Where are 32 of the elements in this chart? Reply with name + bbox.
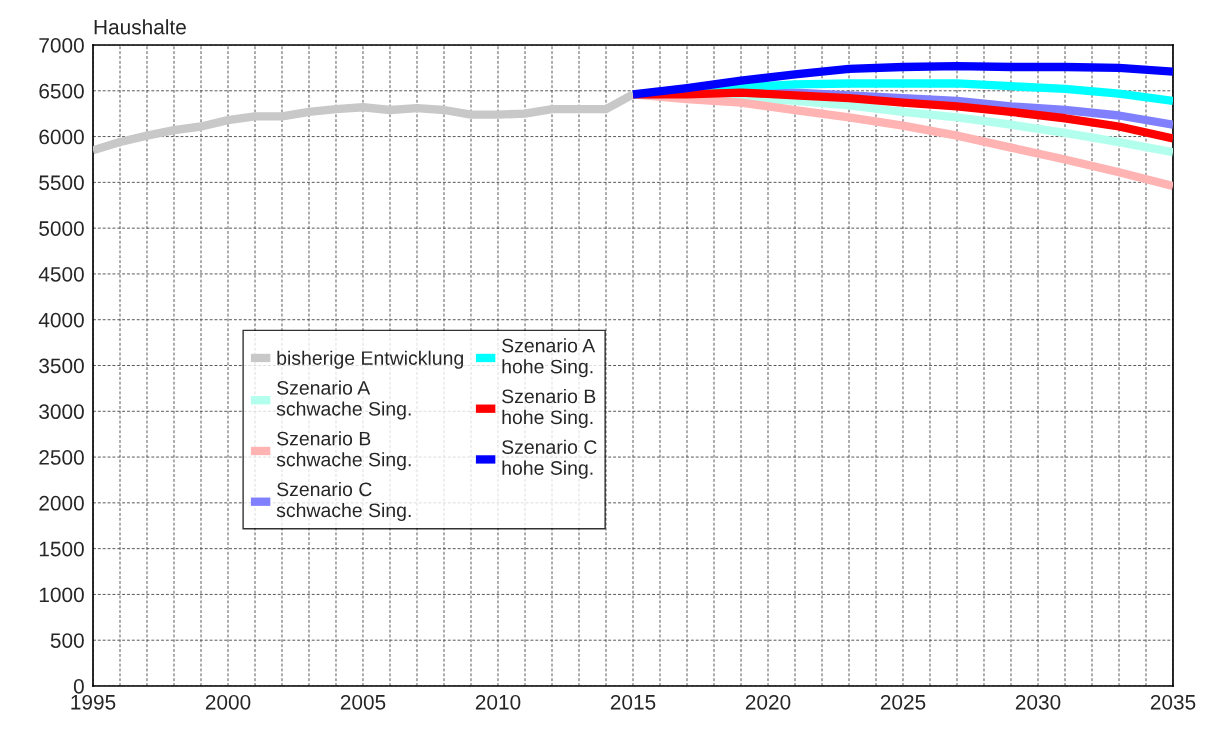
y-tick-label: 0 xyxy=(73,679,84,694)
x-tick-label: 2025 xyxy=(880,694,926,710)
legend-label: Szenario C hohe Sing. xyxy=(502,439,597,479)
y-tick-label: 3000 xyxy=(39,404,84,420)
y-tick-label: 4000 xyxy=(38,312,84,328)
y-tick-label: 6500 xyxy=(39,83,84,99)
x-tick-label: 2020 xyxy=(745,694,791,710)
y-tick-label: 6000 xyxy=(39,129,84,145)
y-tick-label: 4500 xyxy=(38,266,84,282)
x-tick-label: 2000 xyxy=(205,694,251,710)
x-tick-label: 2010 xyxy=(475,694,521,710)
y-tick-label: 3500 xyxy=(39,358,84,374)
y-tick-label: 1000 xyxy=(39,587,84,603)
x-tick-label: 2035 xyxy=(1150,694,1196,710)
y-tick-label: 1500 xyxy=(39,541,84,557)
legend-label: Szenario C schwache Sing. xyxy=(276,481,411,522)
y-tick-label: 2500 xyxy=(39,450,84,465)
x-tick-label: 2015 xyxy=(610,694,656,710)
legend-label: Szenario A schwache Sing. xyxy=(276,380,411,420)
legend-label: Szenario B schwache Sing. xyxy=(276,431,411,471)
legend-label: Szenario B hohe Sing. xyxy=(502,388,596,428)
x-tick-label: 1995 xyxy=(71,694,116,710)
legend-label: Szenario A hohe Sing. xyxy=(502,338,596,378)
y-tick-label: 500 xyxy=(50,633,84,648)
y-tick-label: 7000 xyxy=(39,38,84,53)
y-axis-title: Haushalte xyxy=(94,19,186,35)
y-tick-label: 2000 xyxy=(39,495,84,511)
legend-label: bisherige Entwicklung xyxy=(277,350,463,369)
y-tick-label: 5000 xyxy=(39,221,84,236)
x-tick-label: 2030 xyxy=(1015,694,1061,710)
y-tick-label: 5500 xyxy=(39,175,84,191)
x-tick-label: 2005 xyxy=(340,694,386,710)
